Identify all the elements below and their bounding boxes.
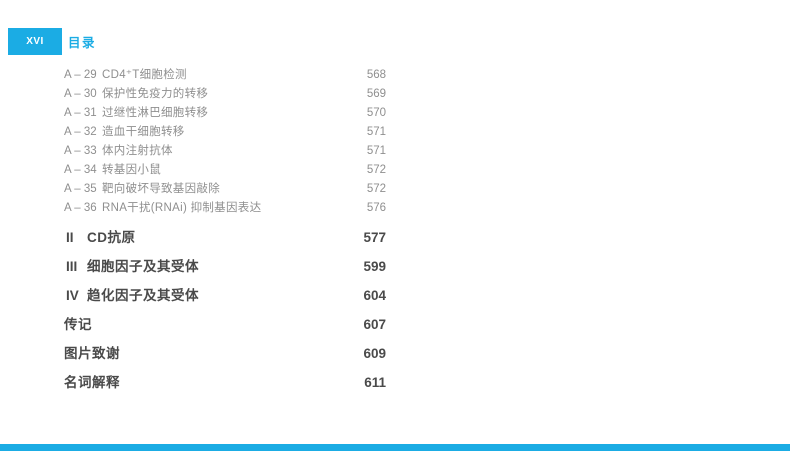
entry-page: 576 bbox=[366, 202, 386, 214]
entry-page: 570 bbox=[366, 107, 386, 119]
entry-label: A – 36 bbox=[64, 202, 97, 214]
toc-section-list: II CD抗原 577 III 细胞因子及其受体 599 IV 趋化因子及其受体… bbox=[64, 230, 386, 404]
entry-title: 转基因小鼠 bbox=[102, 164, 161, 176]
footer-accent-bar bbox=[0, 444, 790, 451]
section-title: 趋化因子及其受体 bbox=[87, 288, 199, 303]
entry-title: 过继性淋巴细胞转移 bbox=[102, 107, 209, 119]
entry-page: 572 bbox=[366, 183, 386, 195]
section-page: 609 bbox=[363, 346, 386, 361]
section-page: 611 bbox=[364, 375, 386, 390]
section-page: 607 bbox=[363, 317, 386, 332]
toc-entry-row: A – 31 过继性淋巴细胞转移 570 bbox=[64, 104, 386, 123]
section-page: 577 bbox=[363, 230, 386, 245]
toc-entry-row: A – 34 转基因小鼠 572 bbox=[64, 161, 386, 180]
entry-title: 体内注射抗体 bbox=[102, 145, 173, 157]
entry-label: A – 33 bbox=[64, 145, 97, 157]
page-title: 目录 bbox=[68, 36, 97, 50]
entry-title: RNA干扰(RNAi) 抑制基因表达 bbox=[102, 202, 262, 214]
toc-section-row: 图片致谢 609 bbox=[64, 346, 386, 375]
section-title: 传记 bbox=[64, 317, 92, 332]
entry-page: 568 bbox=[366, 69, 386, 81]
section-title: 细胞因子及其受体 bbox=[87, 259, 199, 274]
toc-section-row: 传记 607 bbox=[64, 317, 386, 346]
toc-section-row: 名词解释 611 bbox=[64, 375, 386, 404]
page-number-badge: XVI bbox=[8, 28, 62, 55]
table-of-contents: A – 29 CD4⁺T细胞检测 568 A – 30 保护性免疫力的转移 56… bbox=[64, 66, 386, 404]
toc-entry-row: A – 29 CD4⁺T细胞检测 568 bbox=[64, 66, 386, 85]
toc-section-row: III 细胞因子及其受体 599 bbox=[64, 259, 386, 288]
entry-page: 572 bbox=[366, 164, 386, 176]
section-page: 604 bbox=[363, 288, 386, 303]
section-numeral: IV bbox=[66, 288, 79, 303]
toc-entry-row: A – 35 靶向破坏导致基因敲除 572 bbox=[64, 180, 386, 199]
entry-label: A – 29 bbox=[64, 69, 97, 81]
entry-title: 靶向破坏导致基因敲除 bbox=[102, 183, 220, 195]
entry-label: A – 31 bbox=[64, 107, 97, 119]
section-numeral: II bbox=[66, 230, 74, 245]
section-numeral: III bbox=[66, 259, 78, 274]
entry-page: 569 bbox=[366, 88, 386, 100]
entry-title: 保护性免疫力的转移 bbox=[102, 88, 209, 100]
entry-label: A – 32 bbox=[64, 126, 97, 138]
toc-entry-row: A – 30 保护性免疫力的转移 569 bbox=[64, 85, 386, 104]
toc-section-row: IV 趋化因子及其受体 604 bbox=[64, 288, 386, 317]
entry-label: A – 34 bbox=[64, 164, 97, 176]
entry-page: 571 bbox=[366, 145, 386, 157]
toc-entry-row: A – 33 体内注射抗体 571 bbox=[64, 142, 386, 161]
page-number-label: XVI bbox=[26, 36, 44, 47]
toc-section-row: II CD抗原 577 bbox=[64, 230, 386, 259]
entry-label: A – 35 bbox=[64, 183, 97, 195]
entry-title: 造血干细胞转移 bbox=[102, 126, 185, 138]
entry-label: A – 30 bbox=[64, 88, 97, 100]
section-title: 图片致谢 bbox=[64, 346, 120, 361]
entry-title: CD4⁺T细胞检测 bbox=[102, 69, 187, 81]
section-title: 名词解释 bbox=[64, 375, 120, 390]
toc-entry-row: A – 36 RNA干扰(RNAi) 抑制基因表达 576 bbox=[64, 199, 386, 218]
toc-entry-row: A – 32 造血干细胞转移 571 bbox=[64, 123, 386, 142]
entry-page: 571 bbox=[366, 126, 386, 138]
section-page: 599 bbox=[363, 259, 386, 274]
section-title: CD抗原 bbox=[87, 230, 136, 245]
